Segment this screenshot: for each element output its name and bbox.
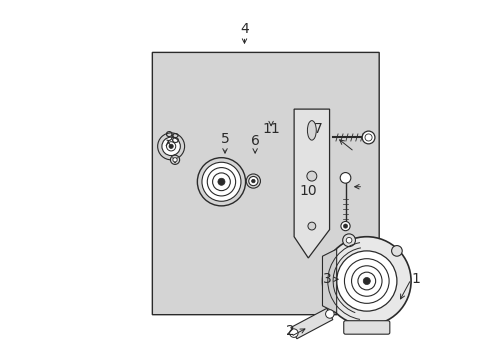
Polygon shape xyxy=(152,53,378,315)
Text: 11: 11 xyxy=(262,122,280,135)
Circle shape xyxy=(346,238,351,243)
Text: 3: 3 xyxy=(322,272,331,286)
Circle shape xyxy=(246,174,260,188)
Circle shape xyxy=(351,266,381,296)
Text: 9: 9 xyxy=(163,130,172,144)
Text: 2: 2 xyxy=(285,324,294,338)
Circle shape xyxy=(306,171,316,181)
Circle shape xyxy=(344,259,388,303)
Circle shape xyxy=(170,155,179,165)
Circle shape xyxy=(362,131,374,144)
Circle shape xyxy=(391,246,402,256)
Circle shape xyxy=(173,158,177,162)
Circle shape xyxy=(342,234,355,247)
Polygon shape xyxy=(293,109,329,258)
Circle shape xyxy=(218,178,224,185)
Circle shape xyxy=(325,310,333,318)
Circle shape xyxy=(336,251,396,311)
FancyBboxPatch shape xyxy=(343,321,389,334)
Circle shape xyxy=(207,168,235,196)
Circle shape xyxy=(212,173,230,191)
Circle shape xyxy=(363,278,369,284)
Text: 6: 6 xyxy=(250,134,259,148)
Circle shape xyxy=(169,144,173,148)
Circle shape xyxy=(307,222,315,230)
Polygon shape xyxy=(290,309,332,339)
Circle shape xyxy=(322,237,410,325)
Circle shape xyxy=(357,272,375,290)
Circle shape xyxy=(343,224,347,228)
Circle shape xyxy=(202,162,241,201)
Circle shape xyxy=(166,142,175,151)
Text: 1: 1 xyxy=(410,272,419,286)
Text: 10: 10 xyxy=(299,184,316,198)
Circle shape xyxy=(157,133,184,160)
Circle shape xyxy=(248,176,258,186)
Text: 4: 4 xyxy=(240,22,248,36)
Text: 8: 8 xyxy=(171,132,180,146)
Circle shape xyxy=(340,172,350,183)
Circle shape xyxy=(364,134,371,141)
Text: 7: 7 xyxy=(313,122,322,136)
Text: 5: 5 xyxy=(220,132,229,146)
Circle shape xyxy=(162,137,180,156)
Circle shape xyxy=(251,179,255,183)
Ellipse shape xyxy=(307,121,316,140)
Circle shape xyxy=(340,221,349,231)
Polygon shape xyxy=(322,249,336,313)
Circle shape xyxy=(197,158,245,206)
Circle shape xyxy=(289,329,298,337)
